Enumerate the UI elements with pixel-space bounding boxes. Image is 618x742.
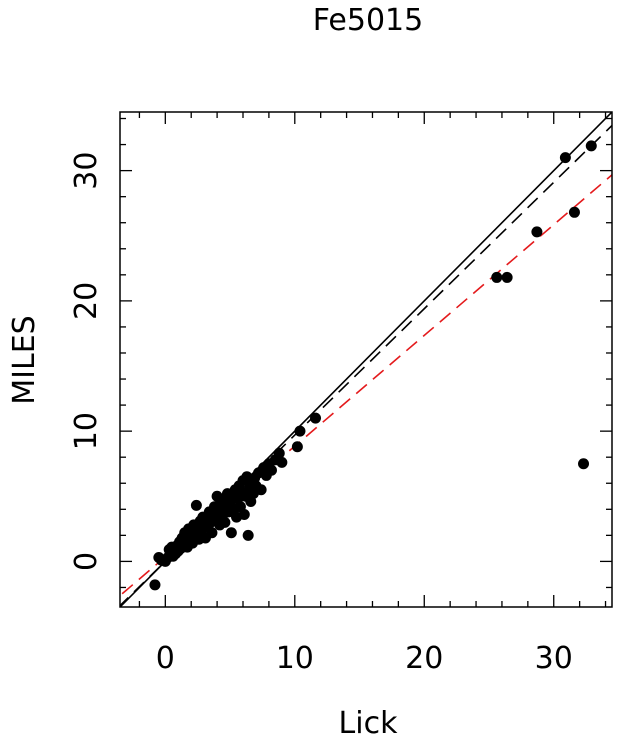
data-point (206, 527, 218, 539)
data-point (491, 271, 503, 283)
plot-frame (119, 111, 613, 608)
y-axis-label: MILES (7, 315, 42, 404)
data-point (242, 529, 254, 541)
data-point (531, 226, 543, 238)
data-point (219, 516, 231, 528)
fit-line-black-dashed (120, 124, 612, 607)
data-point (190, 499, 202, 511)
data-point (149, 579, 161, 591)
reference-lines (120, 112, 612, 607)
y-tick-label: 30 (69, 152, 104, 190)
x-axis-label: Lick (339, 706, 399, 741)
data-point (276, 456, 288, 468)
data-point (294, 425, 306, 437)
data-point (238, 509, 250, 521)
data-point (291, 441, 303, 453)
data-point (265, 464, 277, 476)
data-point (501, 271, 513, 283)
data-point (255, 484, 267, 496)
y-tick-label: 10 (69, 412, 104, 450)
data-point (273, 447, 285, 459)
data-point (559, 152, 571, 164)
x-tick-label: 30 (535, 641, 573, 676)
x-tick-label: 20 (405, 641, 443, 676)
fit-line-red-dashed (120, 173, 612, 597)
x-tick-label: 10 (276, 641, 314, 676)
x-tick-label: 0 (156, 641, 175, 676)
y-tick-label: 20 (69, 282, 104, 320)
data-point (585, 140, 597, 152)
y-tick-label: 0 (69, 552, 104, 571)
tick-labels: 0 10 20 30 0 10 20 30 (69, 152, 573, 676)
data-points (149, 140, 597, 591)
data-point (310, 412, 322, 424)
chart-title: Fe5015 (313, 3, 423, 38)
axis-ticks (120, 112, 612, 607)
data-point (225, 527, 237, 539)
data-point (568, 206, 580, 218)
data-point (578, 458, 590, 470)
